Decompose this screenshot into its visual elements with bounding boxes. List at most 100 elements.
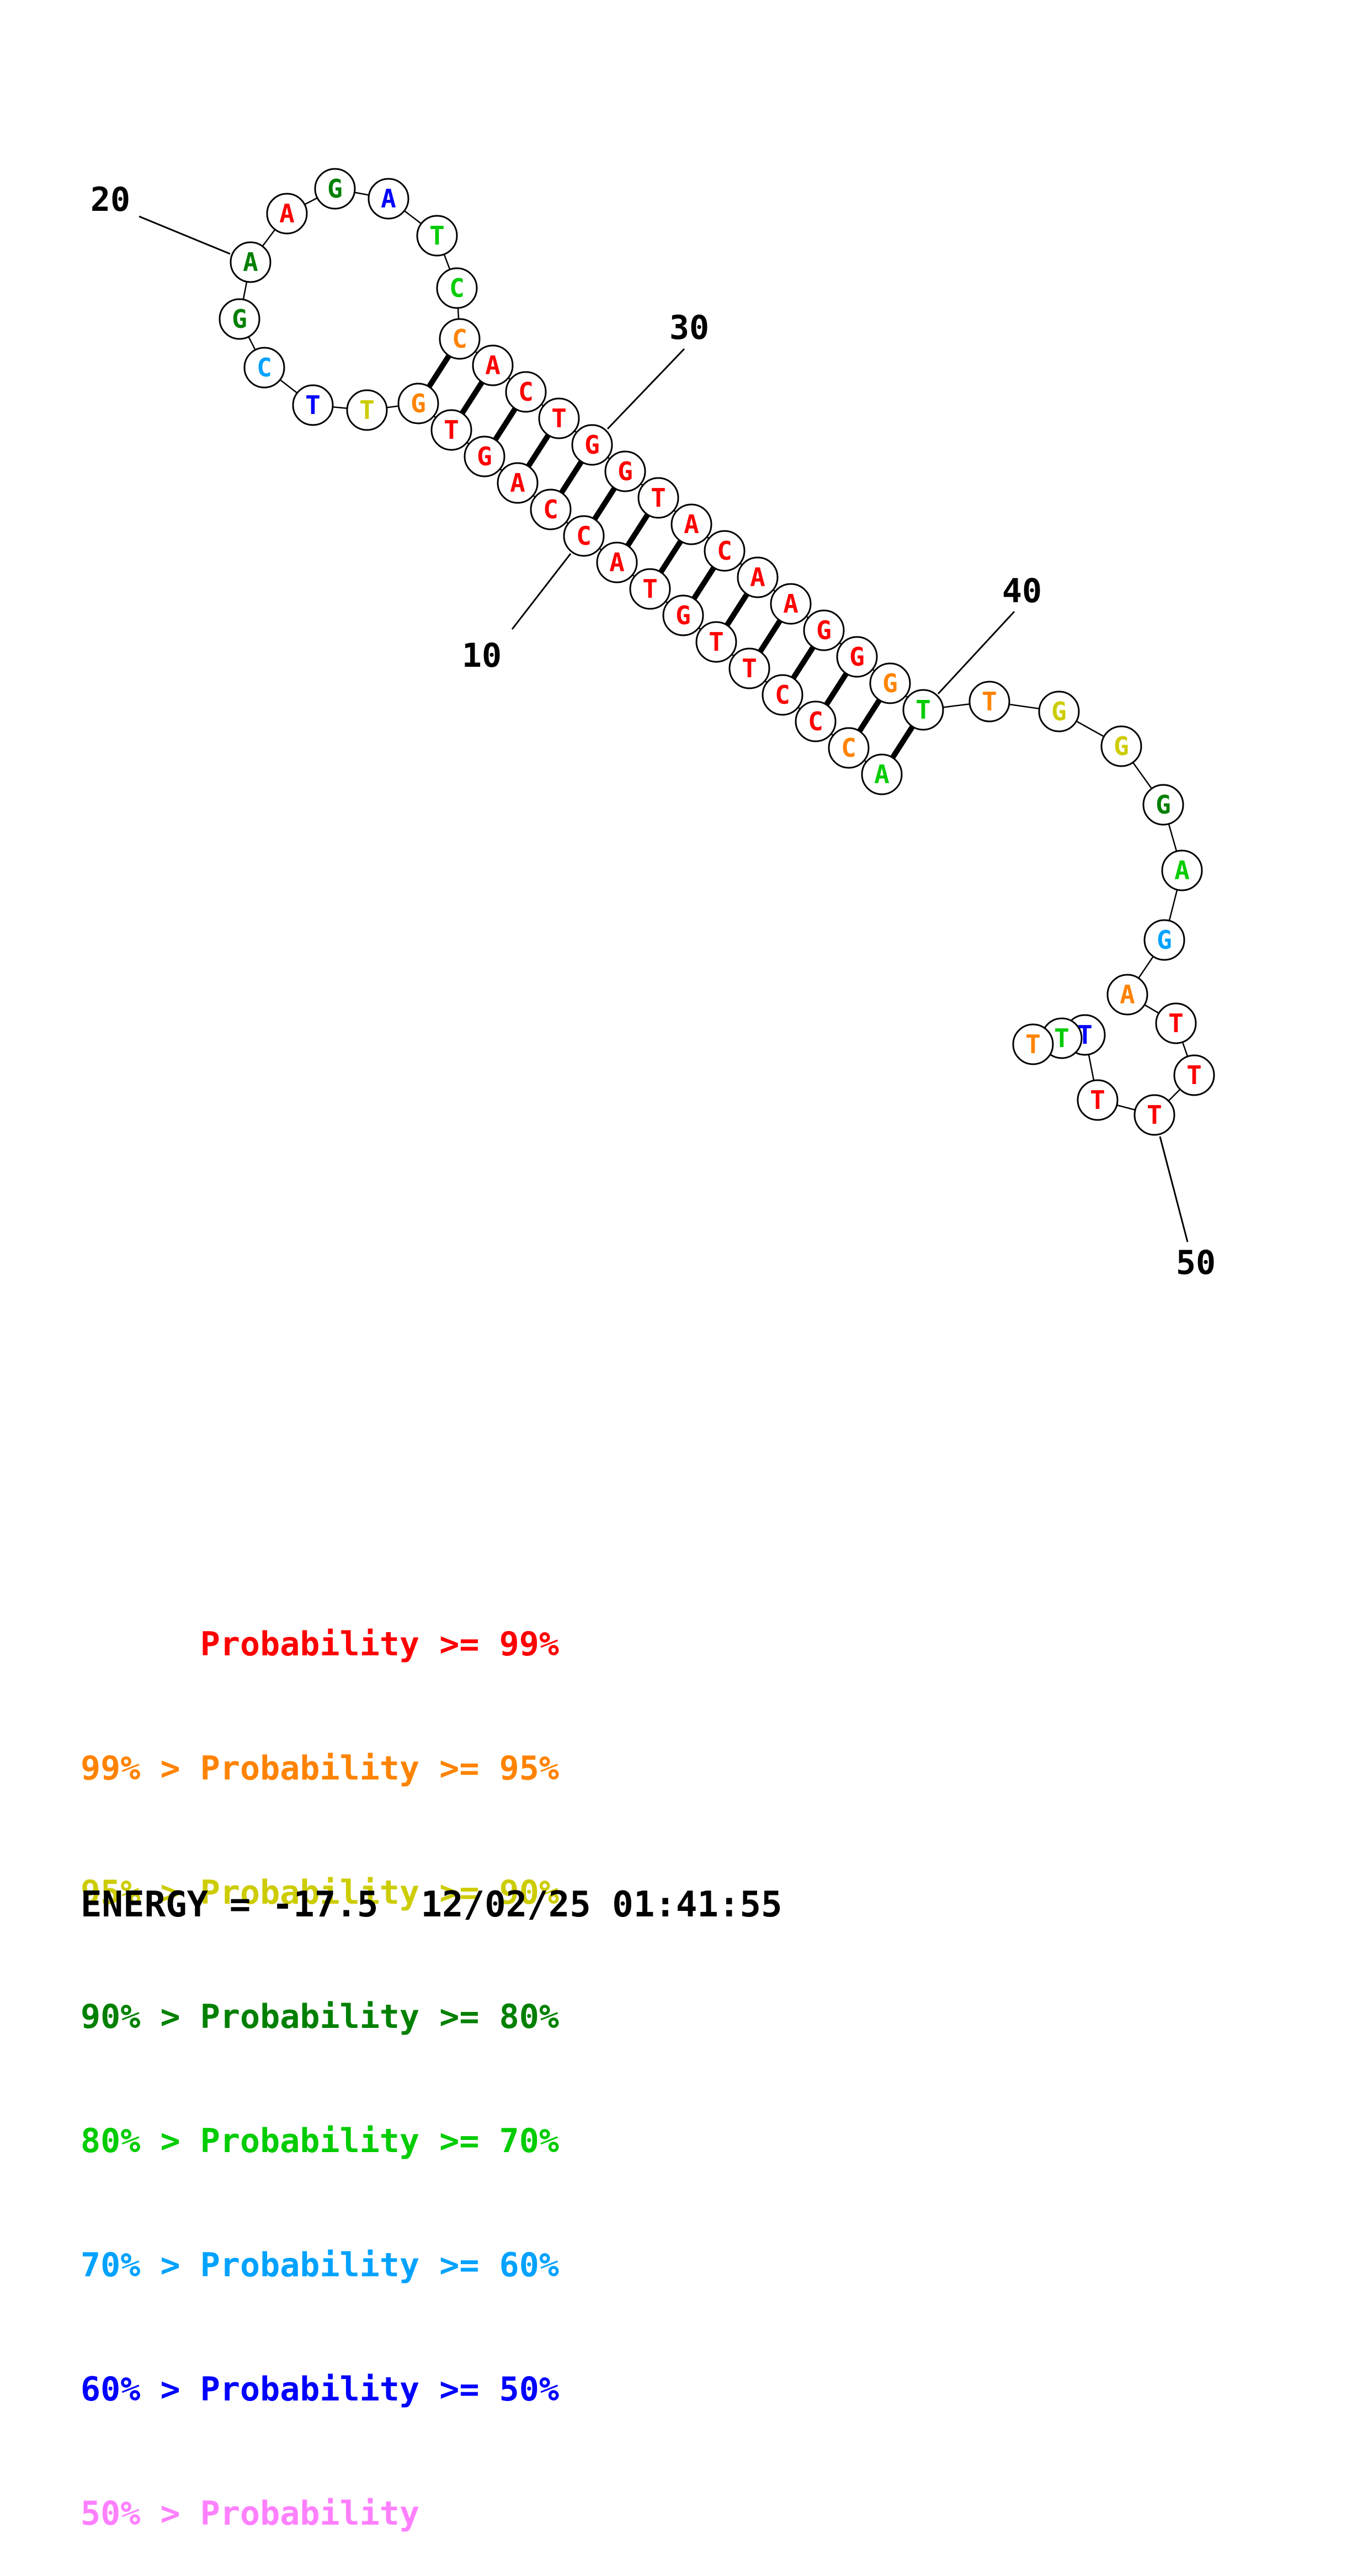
nucleotide-circle xyxy=(1038,691,1080,732)
position-pointer-line xyxy=(511,553,572,630)
nucleotide-letter: T xyxy=(709,627,724,657)
nucleotide-letter: T xyxy=(642,574,658,604)
nucleotide-circle xyxy=(397,383,439,424)
nucleotide-letter: C xyxy=(543,495,558,524)
nucleotide-circle xyxy=(1143,919,1185,961)
legend-entry: Probability >= 99% xyxy=(81,1625,559,1664)
nucleotide-letter: C xyxy=(257,353,272,383)
nucleotide-letter: T xyxy=(1054,1023,1069,1053)
nucleotide-circle xyxy=(219,298,260,340)
nucleotide-letter: G xyxy=(849,642,865,672)
nucleotide-circle xyxy=(662,594,704,636)
position-label: 20 xyxy=(91,180,130,219)
nucleotide-letter: A xyxy=(510,468,525,498)
nucleotide-letter: T xyxy=(742,654,757,683)
nucleotide-circle xyxy=(869,662,911,704)
nucleotide-circle xyxy=(530,488,572,530)
nucleotide-circle xyxy=(243,347,285,389)
nucleotide-circle xyxy=(436,267,478,309)
energy-line: ENERGY = -17.5 12/02/25 01:41:55 xyxy=(81,1884,783,1925)
nucleotide-letter: A xyxy=(609,548,625,577)
nucleotide-circle xyxy=(828,727,870,769)
nucleotide-letter: T xyxy=(359,395,375,425)
nucleotide-letter: A xyxy=(381,184,396,214)
legend-entry: 60% > Probability >= 50% xyxy=(81,2370,559,2409)
nucleotide-circle xyxy=(762,674,803,716)
nucleotide-letter: A xyxy=(684,509,699,539)
nucleotide-letter: G xyxy=(1156,790,1171,820)
nucleotide-letter: T xyxy=(1090,1085,1105,1115)
nucleotide-letter: C xyxy=(717,536,732,566)
legend-entry: 90% > Probability >= 80% xyxy=(81,1998,559,2036)
nucleotide-letter: T xyxy=(444,415,459,445)
nucleotide-letter: T xyxy=(429,221,445,251)
nucleotide-letter: A xyxy=(783,589,799,619)
position-pointer-line xyxy=(139,215,231,255)
nucleotide-circle xyxy=(1100,725,1142,767)
nucleotide-circle xyxy=(968,681,1010,723)
nucleotide-circle xyxy=(704,530,746,572)
nucleotide-circle xyxy=(368,178,409,220)
nucleotide-circle xyxy=(292,384,334,426)
nucleotide-letter: C xyxy=(808,707,823,736)
mfold-structure-page: { "figure": { "width": 2479, "height": 3… xyxy=(81,168,1216,2533)
nucleotide-circle xyxy=(836,636,878,678)
nucleotide-circle xyxy=(737,556,779,598)
nucleotide-letter: T xyxy=(915,695,931,725)
nucleotide-circle xyxy=(1106,974,1148,1016)
nucleotide-letter: A xyxy=(1120,980,1135,1010)
nucleotide-letter: G xyxy=(232,304,247,334)
nucleotide-letter: G xyxy=(477,442,492,471)
nucleotide-letter: A xyxy=(750,562,765,592)
nucleotide-circle xyxy=(464,435,505,477)
nucleotide-circle xyxy=(728,647,770,689)
nucleotide-circle xyxy=(803,609,845,651)
nucleotide-letter: A xyxy=(874,759,890,789)
nucleotide-letter: C xyxy=(576,521,592,551)
nucleotide-letter: T xyxy=(305,390,321,420)
nucleotide-letter: G xyxy=(584,430,600,460)
nucleotide-letter: A xyxy=(1174,856,1190,885)
nucleotide-letter: C xyxy=(449,273,465,303)
nucleotide-circle xyxy=(1077,1079,1119,1121)
position-label: 10 xyxy=(462,636,502,675)
nucleotide-circle xyxy=(430,409,472,451)
position-label: 50 xyxy=(1176,1244,1216,1282)
nucleotide-letter: T xyxy=(1147,1100,1162,1130)
position-pointer-line xyxy=(937,610,1015,695)
nucleotide-letter: A xyxy=(485,350,501,380)
nucleotide-circle xyxy=(346,389,388,431)
nucleotide-letter: G xyxy=(1051,697,1067,726)
nucleotide-circle xyxy=(695,621,737,663)
nucleotide-letter: G xyxy=(816,615,832,645)
nucleotide-circle xyxy=(314,168,356,210)
nucleotide-circle xyxy=(596,541,638,583)
position-pointer-line xyxy=(606,348,685,430)
nucleotide-circle xyxy=(1161,849,1203,891)
legend-entry: 70% > Probability >= 60% xyxy=(81,2246,559,2285)
nucleotide-circle xyxy=(902,689,944,731)
nucleotide-letter: C xyxy=(518,377,534,407)
nucleotide-letter: T xyxy=(551,403,567,433)
nucleotide-letter: T xyxy=(1186,1060,1202,1090)
nucleotide-circle xyxy=(1142,784,1184,826)
nucleotide-circle xyxy=(604,450,646,492)
nucleotide-letter: G xyxy=(1157,925,1172,955)
nucleotide-circle xyxy=(1133,1094,1175,1136)
nucleotide-circle xyxy=(1173,1054,1215,1096)
nucleotide-circle xyxy=(538,397,580,439)
nucleotide-letter: T xyxy=(1168,1008,1184,1038)
nucleotide-circle xyxy=(563,515,605,557)
nucleotide-circle xyxy=(861,753,903,795)
nucleotide-circle xyxy=(629,568,671,610)
position-pointer-line xyxy=(1159,1136,1189,1242)
nucleotide-circle xyxy=(637,477,679,519)
position-label: 40 xyxy=(1002,572,1042,610)
nucleotide-letter: A xyxy=(243,247,258,277)
nucleotide-circle xyxy=(1155,1002,1197,1044)
nucleotide-circle xyxy=(472,344,514,386)
nucleotide-letter: G xyxy=(882,668,898,698)
nucleotide-circle xyxy=(770,583,812,625)
nucleotide-circle xyxy=(795,700,837,742)
